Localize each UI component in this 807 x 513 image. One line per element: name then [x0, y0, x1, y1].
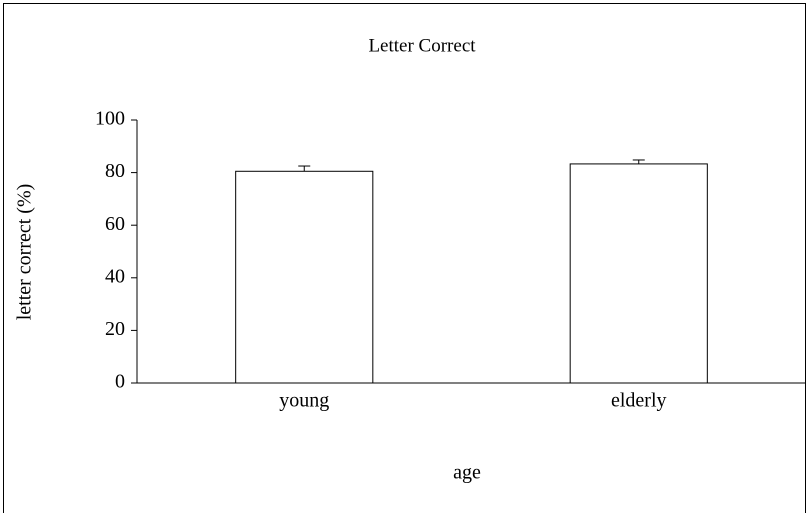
y-tick-label: 40 [105, 265, 125, 287]
x-axis-label: age [453, 462, 481, 484]
y-tick-label: 80 [105, 160, 125, 182]
y-tick-label: 100 [95, 108, 125, 130]
bar [235, 170, 374, 384]
x-tick-label: elderly [611, 390, 667, 412]
y-tick-label: 60 [105, 213, 125, 235]
x-tick-label: young [279, 390, 329, 412]
y-tick-label: 20 [105, 318, 125, 340]
error-bar [632, 159, 645, 164]
y-tick-label: 0 [115, 371, 125, 393]
chart-frame [3, 3, 806, 513]
error-bar [298, 165, 311, 172]
chart-title: Letter Correct [368, 35, 476, 56]
y-axis-label: letter correct (%) [14, 184, 36, 321]
bar [569, 163, 708, 384]
